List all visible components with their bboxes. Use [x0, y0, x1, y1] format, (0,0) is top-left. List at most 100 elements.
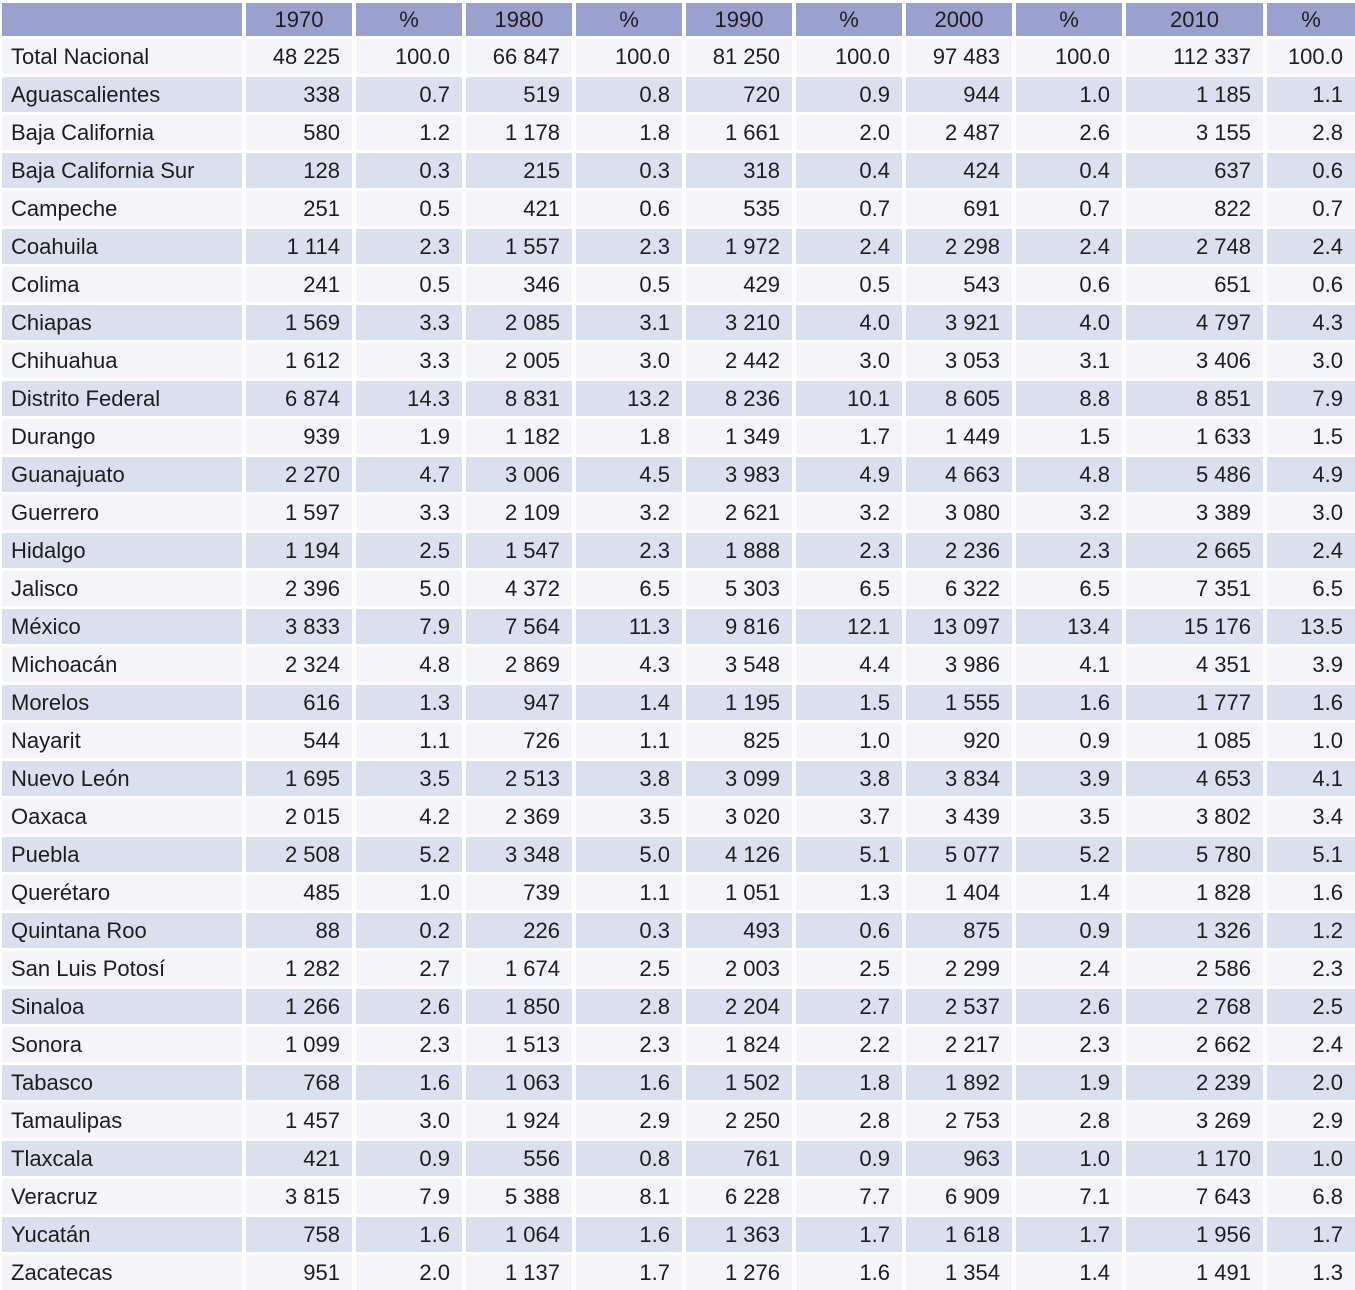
- value-cell: 963: [902, 1138, 1012, 1176]
- value-cell: 651: [1122, 264, 1263, 302]
- value-cell: 2 085: [462, 302, 572, 340]
- percent-cell: 2.2: [792, 1024, 902, 1062]
- table-row: Tamaulipas 1 457 3.0 1 924 2.9 2 250 2.8 2 753 2…: [2, 1100, 1355, 1138]
- value-cell: 1 194: [242, 530, 352, 568]
- percent-cell: 0.7: [792, 188, 902, 226]
- value-cell: 3 834: [902, 758, 1012, 796]
- table-row: Chiapas 1 569 3.3 2 085 3.1 3 210 4.0 3 921 4.0 4…: [2, 302, 1355, 340]
- column-header-percent: %: [792, 3, 902, 36]
- percent-cell: 100.0: [572, 36, 682, 74]
- percent-cell: 2.7: [792, 986, 902, 1024]
- percent-cell: 2.0: [352, 1252, 462, 1290]
- value-cell: 128: [242, 150, 352, 188]
- percent-cell: 1.2: [352, 112, 462, 150]
- value-cell: 5 780: [1122, 834, 1263, 872]
- value-cell: 3 389: [1122, 492, 1263, 530]
- value-cell: 758: [242, 1214, 352, 1252]
- value-cell: 7 564: [462, 606, 572, 644]
- percent-cell: 2.5: [572, 948, 682, 986]
- table-row: Hidalgo 1 194 2.5 1 547 2.3 1 888 2.3 2 236 2.3 2…: [2, 530, 1355, 568]
- percent-cell: 1.8: [572, 112, 682, 150]
- value-cell: 1 824: [682, 1024, 792, 1062]
- table-row: Tlaxcala 421 0.9 556 0.8 761 0.9 963 1.0 1 170 1.0: [2, 1138, 1355, 1176]
- percent-cell: 0.5: [572, 264, 682, 302]
- value-cell: 1 349: [682, 416, 792, 454]
- percent-cell: 2.3: [792, 530, 902, 568]
- value-cell: 2 665: [1122, 530, 1263, 568]
- value-cell: 3 548: [682, 644, 792, 682]
- percent-cell: 3.4: [1263, 796, 1355, 834]
- percent-cell: 2.4: [1012, 948, 1122, 986]
- percent-cell: 1.6: [1263, 872, 1355, 910]
- value-cell: 2 217: [902, 1024, 1012, 1062]
- value-cell: 6 874: [242, 378, 352, 416]
- value-cell: 1 449: [902, 416, 1012, 454]
- value-cell: 485: [242, 872, 352, 910]
- percent-cell: 0.6: [1263, 150, 1355, 188]
- percent-cell: 0.6: [572, 188, 682, 226]
- table-row: Guanajuato 2 270 4.7 3 006 4.5 3 983 4.9 4 663 4…: [2, 454, 1355, 492]
- percent-cell: 13.5: [1263, 606, 1355, 644]
- value-cell: 580: [242, 112, 352, 150]
- column-header-percent: %: [572, 3, 682, 36]
- percent-cell: 2.3: [572, 530, 682, 568]
- percent-cell: 1.1: [572, 872, 682, 910]
- value-cell: 1 491: [1122, 1252, 1263, 1290]
- table-row: Total Nacional 48 225 100.0 66 847 100.0 81 2…: [2, 36, 1355, 74]
- value-cell: 7 351: [1122, 568, 1263, 606]
- value-cell: 1 282: [242, 948, 352, 986]
- value-cell: 1 354: [902, 1252, 1012, 1290]
- value-cell: 429: [682, 264, 792, 302]
- value-cell: 81 250: [682, 36, 792, 74]
- state-name-cell: Colima: [2, 264, 242, 302]
- percent-cell: 11.3: [572, 606, 682, 644]
- value-cell: 947: [462, 682, 572, 720]
- value-cell: 5 303: [682, 568, 792, 606]
- percent-cell: 2.3: [1012, 530, 1122, 568]
- value-cell: 1 185: [1122, 74, 1263, 112]
- percent-cell: 3.5: [1012, 796, 1122, 834]
- value-cell: 875: [902, 910, 1012, 948]
- value-cell: 3 053: [902, 340, 1012, 378]
- percent-cell: 1.0: [352, 872, 462, 910]
- percent-cell: 100.0: [352, 36, 462, 74]
- percent-cell: 0.2: [352, 910, 462, 948]
- value-cell: 2 621: [682, 492, 792, 530]
- percent-cell: 0.9: [1012, 720, 1122, 758]
- percent-cell: 3.2: [572, 492, 682, 530]
- percent-cell: 1.0: [1012, 74, 1122, 112]
- percent-cell: 1.5: [1012, 416, 1122, 454]
- value-cell: 1 085: [1122, 720, 1263, 758]
- value-cell: 66 847: [462, 36, 572, 74]
- value-cell: 8 831: [462, 378, 572, 416]
- value-cell: 939: [242, 416, 352, 454]
- value-cell: 2 586: [1122, 948, 1263, 986]
- percent-cell: 4.4: [792, 644, 902, 682]
- table-row: Guerrero 1 597 3.3 2 109 3.2 2 621 3.2 3 080 3.2…: [2, 492, 1355, 530]
- table-row: Baja California Sur 128 0.3 215 0.3 318 0.4 424…: [2, 150, 1355, 188]
- value-cell: 1 828: [1122, 872, 1263, 910]
- table-row: Coahuila 1 114 2.3 1 557 2.3 1 972 2.4 2 298 2.4…: [2, 226, 1355, 264]
- value-cell: 543: [902, 264, 1012, 302]
- value-cell: 5 077: [902, 834, 1012, 872]
- value-cell: 1 064: [462, 1214, 572, 1252]
- value-cell: 3 210: [682, 302, 792, 340]
- percent-cell: 7.9: [1263, 378, 1355, 416]
- state-name-cell: Nayarit: [2, 720, 242, 758]
- percent-cell: 2.4: [1263, 530, 1355, 568]
- percent-cell: 2.4: [1012, 226, 1122, 264]
- value-cell: 1 457: [242, 1100, 352, 1138]
- column-header-percent: %: [1012, 3, 1122, 36]
- table-row: Nuevo León 1 695 3.5 2 513 3.8 3 099 3.8 3 834 3…: [2, 758, 1355, 796]
- table-row: Zacatecas 951 2.0 1 137 1.7 1 276 1.6 1 354 1.4 1…: [2, 1252, 1355, 1290]
- value-cell: 825: [682, 720, 792, 758]
- value-cell: 4 653: [1122, 758, 1263, 796]
- value-cell: 2 109: [462, 492, 572, 530]
- table-row: Aguascalientes 338 0.7 519 0.8 720 0.9 944 1.0 1 …: [2, 74, 1355, 112]
- percent-cell: 0.4: [1012, 150, 1122, 188]
- percent-cell: 1.0: [1263, 1138, 1355, 1176]
- column-header-percent: %: [352, 3, 462, 36]
- table-body: Total Nacional 48 225 100.0 66 847 100.0 81 2…: [2, 36, 1355, 1290]
- value-cell: 8 605: [902, 378, 1012, 416]
